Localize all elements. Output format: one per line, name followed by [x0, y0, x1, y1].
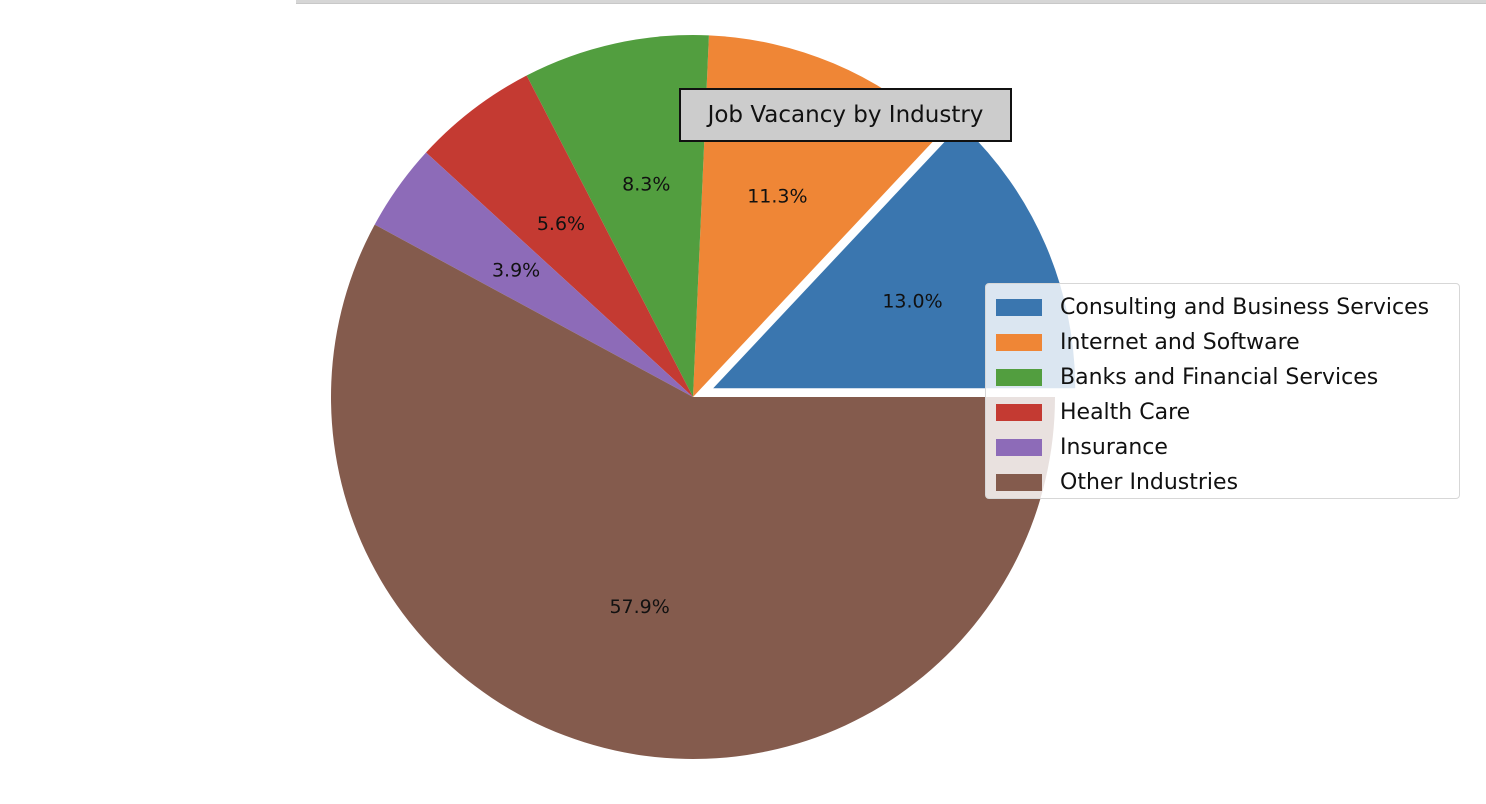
- legend-item: Insurance: [996, 430, 1449, 465]
- legend-label: Other Industries: [1060, 470, 1239, 495]
- legend-swatch: [996, 474, 1042, 491]
- legend-swatch: [996, 404, 1042, 421]
- legend-label: Consulting and Business Services: [1060, 295, 1430, 320]
- pie-percent-label-0: 13.0%: [882, 291, 942, 313]
- legend-swatch: [996, 299, 1042, 316]
- pie-percent-label-5: 57.9%: [609, 596, 669, 618]
- pie-slice-5: [331, 224, 1055, 759]
- chart-legend: Consulting and Business Services Internet…: [985, 283, 1460, 499]
- legend-swatch: [996, 439, 1042, 456]
- pie-percent-label-4: 3.9%: [492, 259, 540, 281]
- pie-percent-label-2: 8.3%: [622, 173, 670, 195]
- legend-item: Internet and Software: [996, 325, 1449, 360]
- pie-percent-label-3: 5.6%: [537, 213, 585, 235]
- legend-item: Other Industries: [996, 465, 1449, 500]
- pie-slice-4: [374, 152, 693, 397]
- legend-label: Internet and Software: [1060, 330, 1300, 355]
- legend-label: Health Care: [1060, 400, 1191, 425]
- chart-title-box: Job Vacancy by Industry: [679, 88, 1012, 142]
- pie-percent-labels: 13.0% 11.3% 8.3% 5.6% 3.9% 57.9%: [492, 173, 943, 618]
- pie-slice-2: [526, 35, 709, 397]
- pie-slices: [331, 35, 1076, 759]
- pie-slice-0: [713, 124, 1076, 389]
- legend-item: Banks and Financial Services: [996, 360, 1449, 395]
- legend-item: Health Care: [996, 395, 1449, 430]
- legend-swatch: [996, 369, 1042, 386]
- legend-item: Consulting and Business Services: [996, 290, 1449, 325]
- legend-swatch: [996, 334, 1042, 351]
- legend-label: Insurance: [1060, 435, 1168, 460]
- pie-slice-3: [426, 75, 693, 398]
- legend-label: Banks and Financial Services: [1060, 365, 1379, 390]
- pie-percent-label-1: 11.3%: [747, 185, 807, 207]
- chart-title: Job Vacancy by Industry: [707, 102, 984, 128]
- top-divider-bar: [296, 0, 1486, 4]
